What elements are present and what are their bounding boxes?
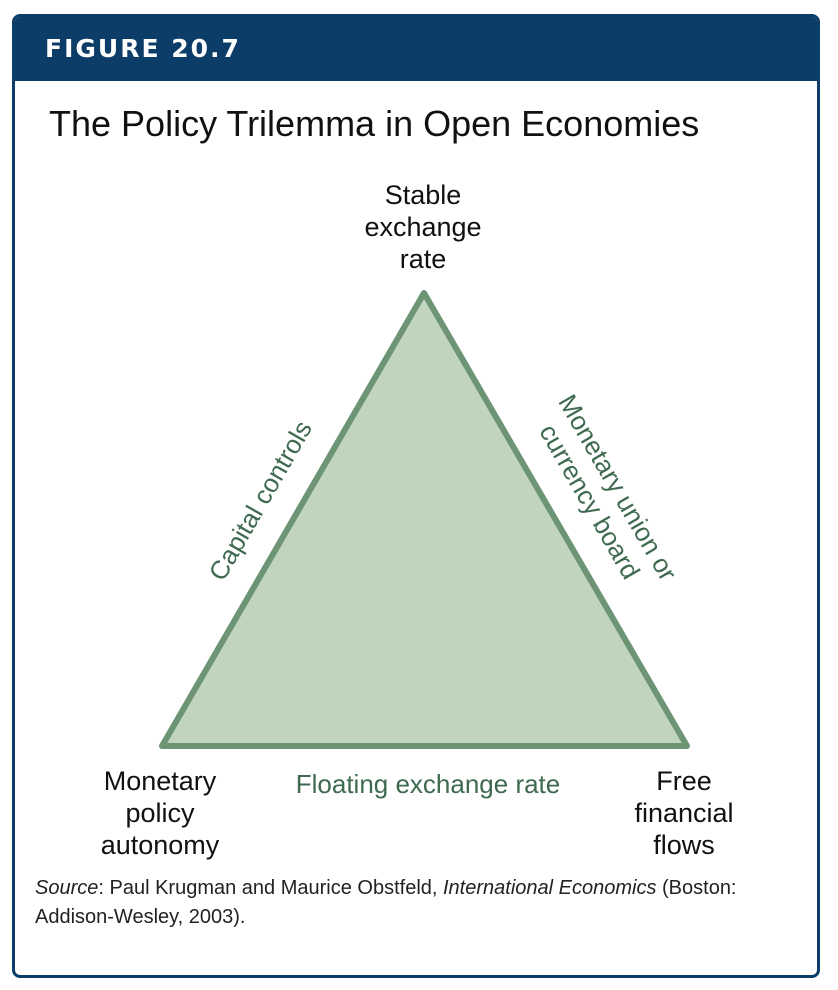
figure-banner: FIGURE 20.7 bbox=[15, 17, 817, 81]
trilemma-triangle bbox=[159, 290, 690, 749]
source-text-publisher: (Boston: Addison-Wesley, 2003). bbox=[35, 877, 737, 928]
vertex-label-free-financial-flows: Free financial flows bbox=[634, 766, 734, 860]
figure-frame: FIGURE 20.7 The Policy Trilemma in Open … bbox=[12, 14, 820, 978]
source-citation: Source: Paul Krugman and Maurice Obstfel… bbox=[35, 874, 775, 932]
source-label: Source bbox=[35, 877, 99, 899]
source-text-authors: : Paul Krugman and Maurice Obstfeld, bbox=[98, 877, 443, 899]
figure-title: The Policy Trilemma in Open Economies bbox=[49, 103, 700, 144]
figure-number: FIGURE 20.7 bbox=[45, 34, 241, 63]
edge-label-floating-exchange-rate: Floating exchange rate bbox=[296, 769, 561, 799]
vertex-label-monetary-policy-autonomy: Monetary policy autonomy bbox=[100, 766, 220, 860]
source-book-title: International Economics bbox=[443, 877, 657, 899]
vertex-label-stable-exchange-rate: Stable exchange rate bbox=[364, 180, 482, 274]
